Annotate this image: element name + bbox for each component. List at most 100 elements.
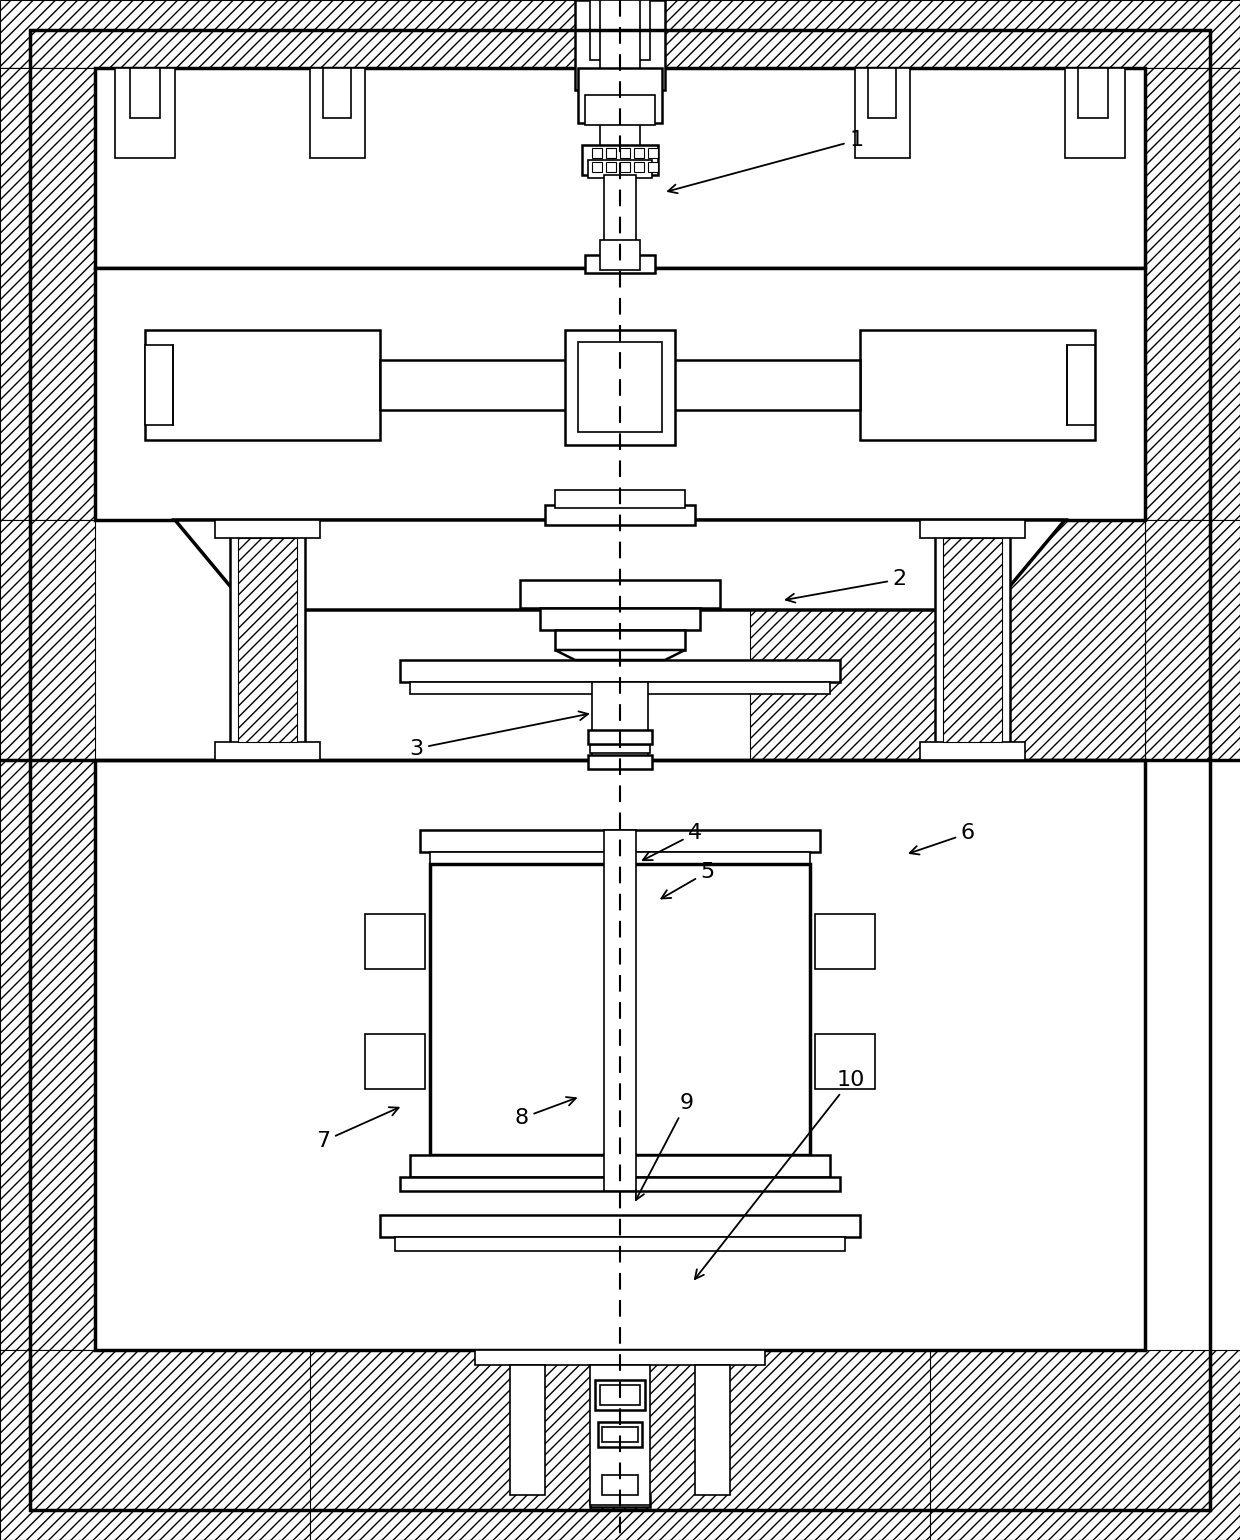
Bar [215, 742, 320, 761]
Bar [575, 0, 665, 89]
Bar [379, 360, 861, 410]
Bar [520, 581, 720, 608]
Bar [920, 742, 1025, 761]
Bar [634, 148, 644, 159]
Bar [310, 68, 365, 159]
Bar [649, 148, 658, 159]
Bar [606, 148, 616, 159]
Bar [565, 330, 675, 445]
Text: 3: 3 [409, 711, 588, 759]
Text: 10: 10 [694, 1070, 866, 1280]
Bar [1078, 68, 1109, 119]
Bar [815, 1033, 875, 1089]
Bar [578, 342, 662, 433]
Bar [750, 521, 1145, 761]
Bar [694, 1364, 730, 1495]
Bar [861, 330, 1095, 440]
Bar [1065, 68, 1125, 159]
Bar [475, 1351, 765, 1364]
Bar [868, 68, 897, 119]
Bar [585, 256, 655, 273]
Bar [0, 761, 95, 1351]
Bar [600, 240, 640, 270]
Bar [588, 730, 652, 744]
Bar [590, 745, 650, 753]
Bar [590, 1495, 650, 1508]
Bar [410, 1155, 830, 1177]
Text: 4: 4 [642, 824, 702, 861]
Bar [430, 852, 810, 864]
Bar [215, 521, 320, 537]
Bar [401, 661, 839, 682]
Text: 8: 8 [515, 1096, 575, 1129]
Bar [546, 505, 694, 525]
Bar [620, 148, 630, 159]
Polygon shape [556, 650, 684, 661]
Bar [1066, 345, 1095, 425]
Bar [935, 521, 1011, 761]
Text: 2: 2 [786, 570, 906, 602]
Bar [539, 608, 701, 630]
Bar [379, 1215, 861, 1237]
Bar [598, 1421, 642, 1448]
Text: 1: 1 [668, 131, 863, 192]
Bar [634, 162, 644, 172]
Bar [585, 95, 655, 125]
Bar [591, 682, 649, 761]
Bar [95, 761, 1145, 1351]
Bar [556, 630, 684, 650]
Bar [578, 68, 662, 123]
Bar [649, 162, 658, 172]
Bar [590, 0, 650, 60]
Text: 5: 5 [661, 862, 714, 898]
Bar [229, 521, 305, 761]
Bar [600, 1384, 640, 1404]
Bar [590, 1364, 650, 1505]
Bar [115, 68, 175, 159]
Bar [942, 537, 1002, 742]
Bar [95, 268, 1145, 521]
Bar [365, 1033, 425, 1089]
Bar [600, 0, 640, 160]
Polygon shape [175, 521, 1065, 610]
Bar [588, 160, 652, 179]
Bar [238, 537, 298, 742]
Bar [601, 1475, 639, 1495]
Bar [601, 1428, 639, 1441]
Bar [1145, 68, 1240, 521]
Bar [401, 1177, 839, 1190]
Bar [606, 162, 616, 172]
Bar [145, 345, 174, 425]
Bar [620, 162, 630, 172]
Bar [0, 1351, 1240, 1540]
Bar [0, 0, 1240, 68]
Bar [310, 1351, 930, 1540]
Bar [95, 68, 1145, 268]
Bar [588, 755, 652, 768]
Bar [556, 490, 684, 508]
Bar [130, 68, 160, 119]
Bar [591, 162, 601, 172]
Bar [604, 176, 636, 256]
Bar [510, 1364, 546, 1495]
Bar [591, 148, 601, 159]
Bar [0, 521, 95, 761]
Bar [0, 68, 95, 268]
Bar [856, 68, 910, 159]
Text: 9: 9 [636, 1093, 693, 1200]
Bar [604, 830, 636, 1190]
Bar [410, 682, 830, 695]
Text: 7: 7 [316, 1107, 398, 1152]
Bar [430, 864, 810, 1155]
Bar [0, 68, 95, 521]
Bar [365, 915, 425, 969]
Bar [1145, 521, 1240, 761]
Bar [582, 145, 658, 176]
Bar [815, 915, 875, 969]
Text: 6: 6 [910, 824, 975, 855]
Bar [322, 68, 351, 119]
Bar [396, 1237, 844, 1250]
Bar [420, 830, 820, 852]
Bar [920, 521, 1025, 537]
Bar [145, 330, 379, 440]
